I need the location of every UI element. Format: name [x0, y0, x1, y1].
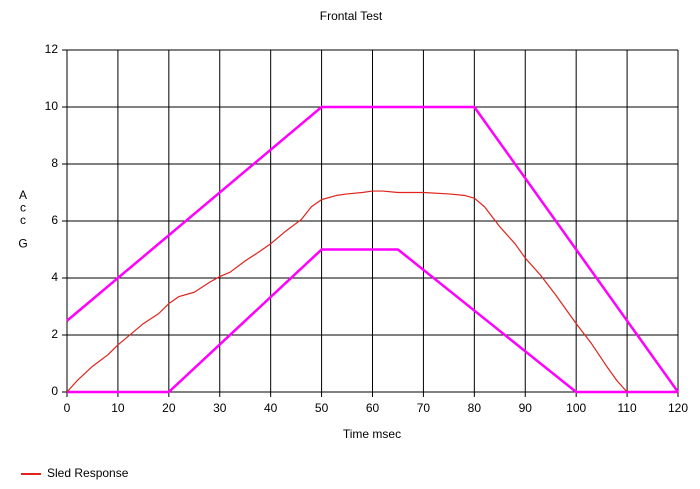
y-tick-label: 12 [45, 42, 59, 56]
x-tick-label: 80 [468, 401, 482, 415]
x-tick-label: 60 [366, 401, 380, 415]
series-line [66, 190, 628, 393]
x-tick-label: 100 [566, 401, 586, 415]
y-tick-label: 2 [51, 327, 58, 341]
y-tick-label: 0 [51, 384, 58, 398]
y-tick-label: 8 [51, 156, 58, 170]
y-tick-label: 6 [51, 213, 58, 227]
x-tick-label: 90 [519, 401, 533, 415]
x-tick-label: 0 [64, 401, 71, 415]
legend-label: Sled Response [47, 466, 129, 480]
x-axis-label: Time msec [343, 427, 401, 441]
series-line [67, 248, 678, 394]
x-tick-label: 40 [264, 401, 278, 415]
chart-title: Frontal Test [320, 9, 383, 23]
x-tick-label: 20 [162, 401, 176, 415]
x-tick-label: 10 [111, 401, 125, 415]
x-tick-label: 50 [315, 401, 329, 415]
x-tick-label: 110 [618, 401, 637, 415]
y-tick-label: 10 [45, 99, 59, 113]
series-line [66, 105, 680, 393]
x-tick-label: 70 [417, 401, 431, 415]
y-tick-label: 4 [51, 270, 58, 284]
x-tick-label: 30 [213, 401, 227, 415]
x-tick-label: 120 [668, 401, 688, 415]
